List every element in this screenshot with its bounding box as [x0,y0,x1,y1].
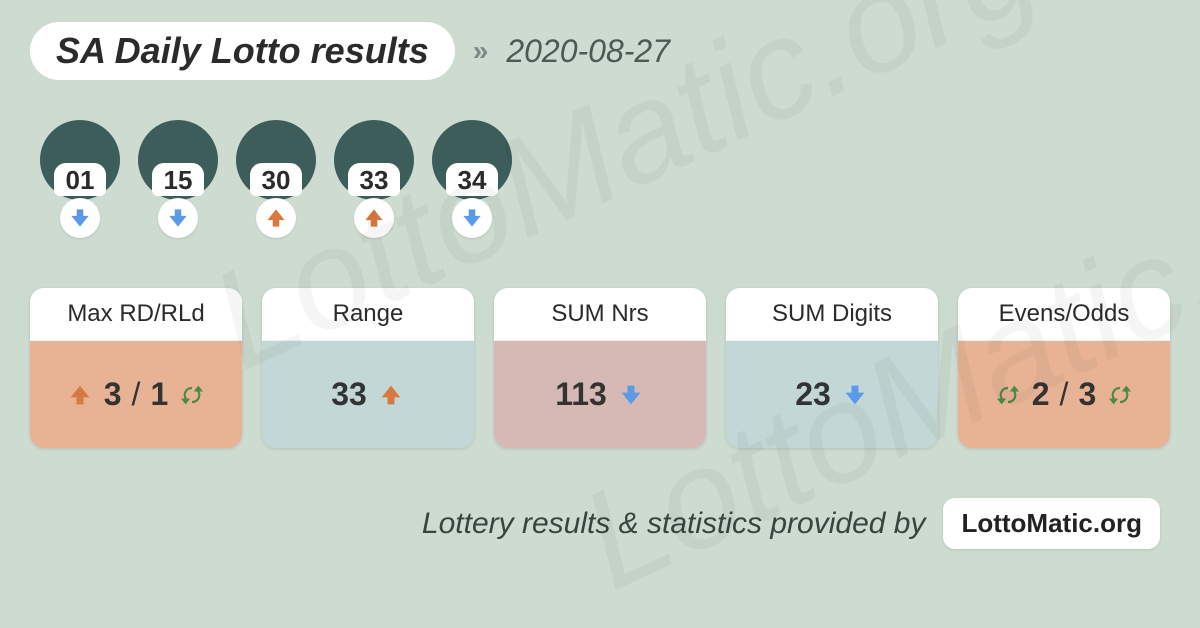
ball-number: 34 [446,163,499,196]
stat-value-left: 2 [1032,376,1050,413]
number-ball: 01 [40,120,120,238]
stat-card: Max RD/RLd 3 /1 [30,288,242,448]
ball-number: 01 [54,163,107,196]
stat-card-label: SUM Digits [726,288,938,341]
arrow-down-icon [60,198,100,238]
stat-card-body: 2 /3 [958,341,1170,448]
stat-card-label: SUM Nrs [494,288,706,341]
cycle-icon [178,381,206,409]
stat-card: SUM Nrs 113 [494,288,706,448]
stat-card-body: 3 /1 [30,341,242,448]
arrow-down-icon [617,381,645,409]
arrow-up-icon [66,381,94,409]
separator: / [1060,376,1069,413]
number-ball: 15 [138,120,218,238]
arrow-up-icon [256,198,296,238]
stat-card-label: Evens/Odds [958,288,1170,341]
ball-number: 30 [250,163,303,196]
arrow-up-icon [354,198,394,238]
stats-row: Max RD/RLd3/1Range33SUM Nrs113SUM Digits… [30,288,1170,448]
stat-card-body: 23 [726,341,938,448]
arrow-down-icon [452,198,492,238]
result-date: 2020-08-27 [506,33,670,70]
stat-card-label: Max RD/RLd [30,288,242,341]
chevron-right-icon: » [473,35,489,67]
ball-number: 15 [152,163,205,196]
stat-card: SUM Digits 23 [726,288,938,448]
stat-value-left: 3 [104,376,122,413]
arrow-up-icon [377,381,405,409]
ball-circle: 01 [40,120,120,200]
footer-text: Lottery results & statistics provided by [422,507,926,541]
header: SA Daily Lotto results » 2020-08-27 [30,22,1170,80]
page-title: SA Daily Lotto results [30,22,455,80]
numbers-row: 01 15 30 33 34 [30,120,1170,238]
stat-card-label: Range [262,288,474,341]
footer: Lottery results & statistics provided by… [30,498,1170,549]
cycle-icon [994,381,1022,409]
stat-card: Range 33 [262,288,474,448]
ball-circle: 30 [236,120,316,200]
separator: / [132,376,141,413]
arrow-down-icon [841,381,869,409]
ball-number: 33 [348,163,401,196]
footer-badge: LottoMatic.org [943,498,1160,549]
ball-circle: 34 [432,120,512,200]
stat-value-right: 1 [150,376,168,413]
ball-circle: 33 [334,120,414,200]
cycle-icon [1106,381,1134,409]
arrow-down-icon [158,198,198,238]
stat-value-right: 3 [1078,376,1096,413]
number-ball: 34 [432,120,512,238]
stat-value: 113 [555,376,607,413]
page-background: LottoMatic.org LottoMatic.org SA Daily L… [0,0,1200,628]
stat-card: Evens/Odds 2 /3 [958,288,1170,448]
number-ball: 33 [334,120,414,238]
stat-card-body: 33 [262,341,474,448]
stat-value: 33 [331,376,367,413]
stat-card-body: 113 [494,341,706,448]
stat-value: 23 [795,376,831,413]
ball-circle: 15 [138,120,218,200]
number-ball: 30 [236,120,316,238]
